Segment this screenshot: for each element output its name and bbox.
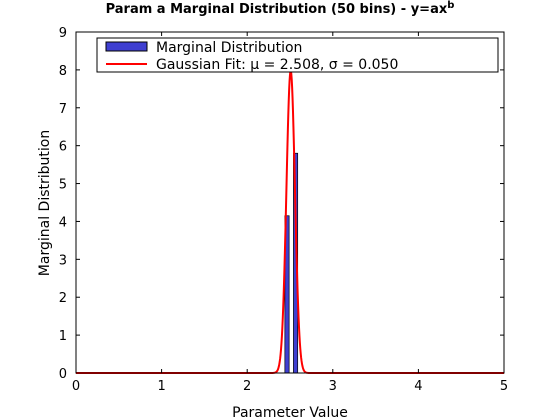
y-tick-label: 9 <box>59 26 67 41</box>
x-tick-label: 5 <box>500 379 508 394</box>
x-tick-label: 2 <box>243 379 251 394</box>
legend-label-marginal: Marginal Distribution <box>156 40 302 56</box>
gaussian-fit-line <box>76 71 504 373</box>
chart-title-main: Param a Marginal Distribution (50 bins) … <box>106 2 448 17</box>
y-tick-label: 4 <box>59 215 67 230</box>
y-tick-label: 3 <box>59 253 67 268</box>
legend-bar-swatch <box>106 42 147 51</box>
legend: Marginal Distribution Gaussian Fit: μ = … <box>97 38 498 73</box>
x-axis-label: Parameter Value <box>232 405 348 420</box>
y-tick-label: 6 <box>59 140 67 155</box>
y-tick-label: 5 <box>59 178 67 193</box>
x-tick-label: 4 <box>414 379 422 394</box>
y-tick-label: 7 <box>59 102 67 117</box>
chart-title-superscript: b <box>447 0 454 11</box>
y-axis-label: Marginal Distribution <box>37 130 53 276</box>
y-tick-label: 8 <box>59 64 67 79</box>
x-tick-label: 1 <box>157 379 165 394</box>
x-tick-label: 3 <box>329 379 337 394</box>
legend-label-gaussian: Gaussian Fit: μ = 2.508, σ = 0.050 <box>156 57 398 73</box>
y-tick-label: 0 <box>59 367 67 382</box>
plot-area: 0 1 2 3 4 5 0 1 2 3 4 5 6 7 8 9 <box>59 26 508 394</box>
y-tick-label: 1 <box>59 329 67 344</box>
chart-title: Param a Marginal Distribution (50 bins) … <box>106 0 455 17</box>
x-tick-label: 0 <box>72 379 80 394</box>
y-tick-label: 2 <box>59 291 67 306</box>
